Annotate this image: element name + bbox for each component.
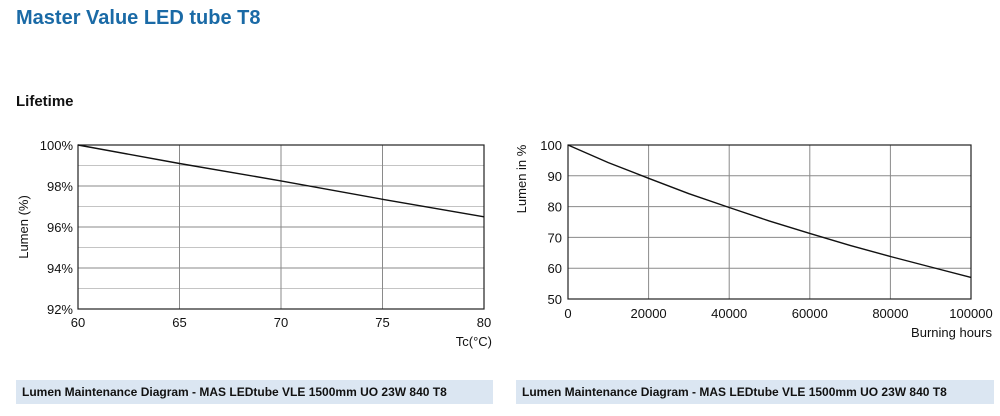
caption-left: Lumen Maintenance Diagram - MAS LEDtube … [16,380,493,404]
y-tick-label: 96% [47,220,73,235]
x-tick-label: 60 [71,315,85,330]
caption-right: Lumen Maintenance Diagram - MAS LEDtube … [516,380,994,404]
page-title: Master Value LED tube T8 [16,7,261,29]
series-line [77,144,485,218]
x-axis-label: Burning hours [911,325,992,340]
y-tick-label: 60 [548,261,562,276]
x-tick-label: 100000 [949,306,992,321]
y-tick-label: 90 [548,169,562,184]
x-tick-label: 65 [172,315,186,330]
x-tick-label: 80000 [872,306,908,321]
x-axis-label: Tc(°C) [456,334,492,349]
y-tick-label: 100% [40,138,74,153]
x-tick-label: 60000 [792,306,828,321]
section-heading-lifetime: Lifetime [16,93,74,110]
series-line [567,144,972,279]
lumen-vs-temperature-chart: 92% 94% 96% 98% 100% 60 65 70 75 80 Tc(°C) Lumen (%… [16,138,492,349]
y-tick-label: 98% [47,179,73,194]
y-axis-label: Lumen (%) [16,195,31,259]
y-tick-label: 50 [548,292,562,307]
y-tick-label: 70 [548,230,562,245]
x-tick-label: 0 [564,306,571,321]
y-tick-label: 92% [47,302,73,317]
y-tick-label: 100 [540,138,562,153]
x-tick-label: 20000 [631,306,667,321]
y-tick-label: 94% [47,261,73,276]
y-tick-label: 80 [548,200,562,215]
y-axis-label: Lumen in % [514,144,529,213]
plot-frame [567,144,972,300]
x-tick-label: 40000 [711,306,747,321]
x-tick-label: 80 [477,315,491,330]
x-tick-label: 70 [274,315,288,330]
plot-frame [77,144,485,310]
x-tick-label: 75 [375,315,389,330]
